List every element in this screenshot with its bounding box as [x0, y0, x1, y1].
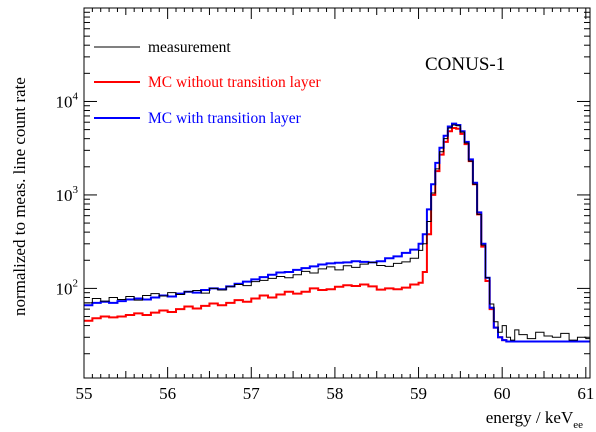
y-tick-exponent: 2	[73, 277, 79, 289]
legend-label-mc-without-tl: MC without transition layer	[148, 74, 321, 91]
x-axis-label-main: energy / keV	[486, 408, 574, 427]
x-tick-label: 61	[577, 384, 594, 403]
x-tick-label: 60	[494, 384, 511, 403]
y-tick-label: 103	[56, 184, 79, 205]
legend: measurement MC without transition layer …	[94, 39, 321, 127]
x-tick-label: 56	[159, 384, 176, 403]
series-mc-without-transition-layer	[84, 127, 590, 343]
x-axis-label: energy / keVee	[486, 408, 583, 431]
legend-label-mc-with-tl: MC with transition layer	[148, 110, 302, 127]
x-tick-label: 55	[76, 384, 93, 403]
y-tick-base: 10	[56, 186, 73, 205]
detector-label: CONUS-1	[425, 54, 505, 75]
y-tick-base: 10	[56, 92, 73, 111]
x-tick-label: 59	[410, 384, 427, 403]
legend-label-measurement: measurement	[148, 39, 231, 56]
series-mc-with-transition-layer	[84, 122, 590, 343]
y-tick-label: 102	[56, 277, 79, 298]
x-tick-label: 58	[326, 384, 343, 403]
series-measurement	[84, 124, 590, 341]
y-tick-exponent: 4	[73, 90, 79, 102]
y-axis-label: normalized to meas. line count rate	[10, 77, 29, 316]
plot-frame	[83, 7, 591, 379]
x-tick-label: 57	[243, 384, 261, 403]
series-layer	[84, 122, 590, 343]
y-tick-base: 10	[56, 279, 73, 298]
y-tick-label: 104	[56, 90, 79, 111]
x-axis-label-subscript: ee	[573, 419, 583, 431]
y-tick-exponent: 3	[73, 184, 79, 196]
